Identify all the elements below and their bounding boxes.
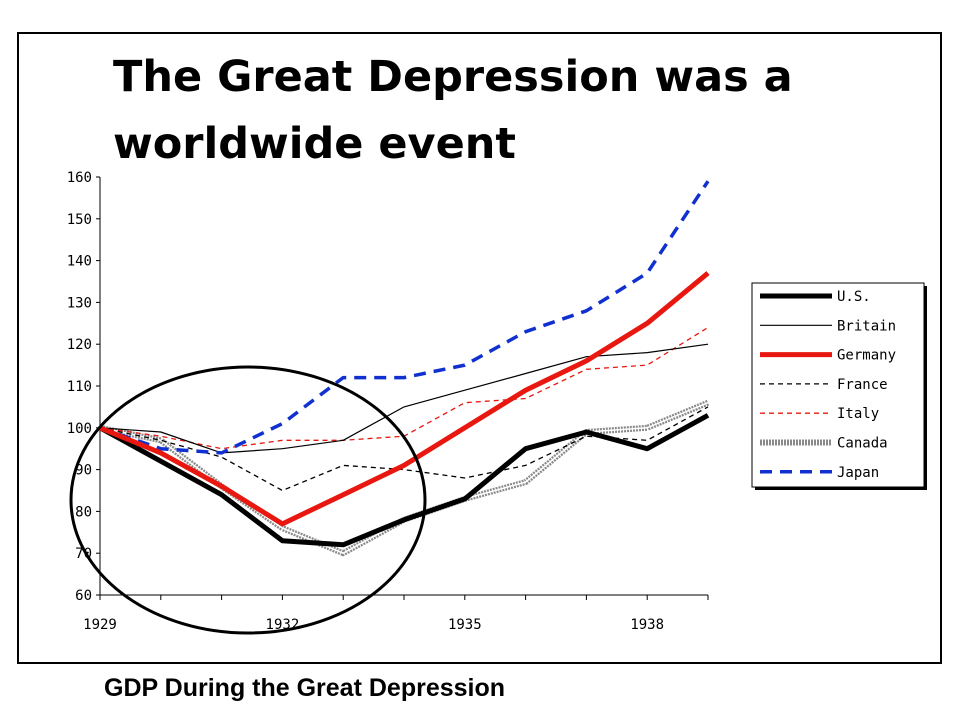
legend-label: Italy [837,406,879,422]
series-line-britain [99,343,709,454]
legend-box [751,282,925,488]
legend-label: Japan [837,465,879,481]
series-line-us [98,413,710,548]
chart-caption: GDP During the Great Depression [104,674,506,702]
y-tick-label: 130 [67,295,92,311]
chart-legend: U.S. Britain Germany France Italy Canada Japan [751,282,927,490]
y-tick-label: 110 [67,379,92,395]
y-tick-label: 60 [75,588,92,604]
legend-label: U.S. [837,289,871,305]
y-tick-label: 150 [67,212,92,228]
series-line-germany [99,271,710,527]
y-tick-label: 90 [75,463,92,479]
chart-series [98,180,710,557]
x-tick-label: 1935 [448,617,482,633]
series-line-japan [99,180,710,455]
highlight-circle [69,365,427,635]
y-tick-label: 140 [67,254,92,270]
y-tick-label: 160 [67,170,92,186]
legend-label: Britain [837,318,896,334]
legend-label: Canada [837,436,888,452]
y-tick-label: 80 [75,504,92,520]
y-tick-label: 100 [67,421,92,437]
y-tick-label: 120 [67,337,92,353]
slide-title: The Great Depression was a worldwide eve… [113,52,793,169]
legend-label: France [837,377,888,393]
x-tick-label: 1929 [83,617,117,633]
x-tick-label: 1938 [630,617,664,633]
legend-label: Germany [837,348,896,364]
